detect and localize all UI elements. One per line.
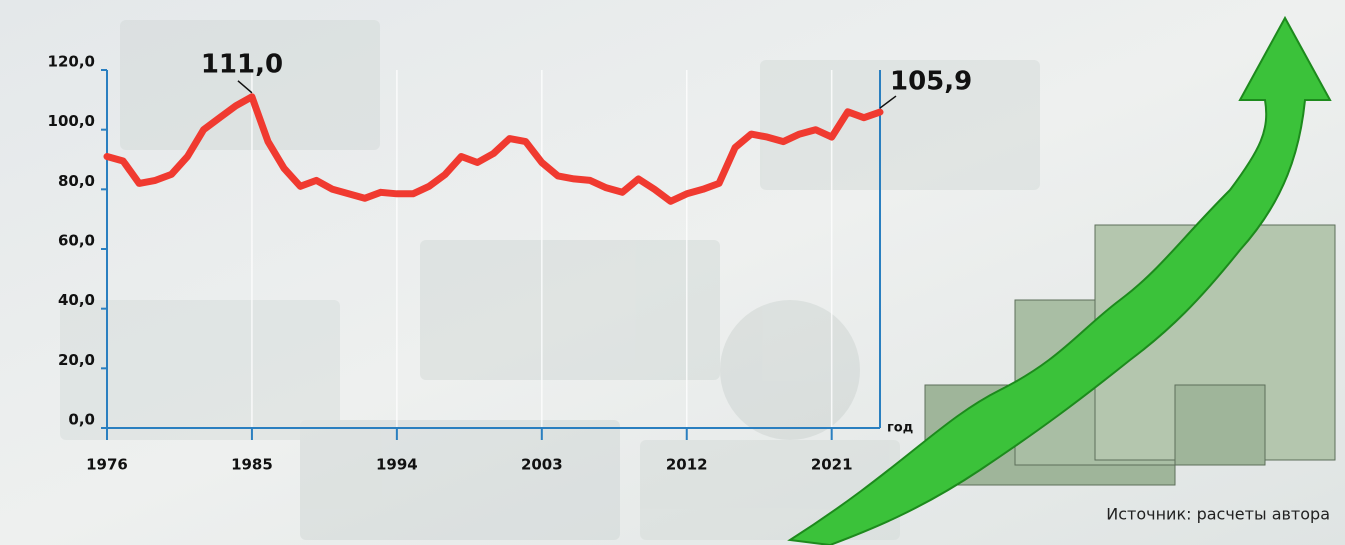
y-tick-label: 20,0 xyxy=(58,351,95,369)
x-tick-label: 2021 xyxy=(811,456,853,474)
y-tick-label: 120,0 xyxy=(48,53,95,71)
value-label: 105,9 xyxy=(890,67,972,97)
x-tick-label: 1985 xyxy=(231,456,273,474)
y-tick-label: 80,0 xyxy=(58,172,95,190)
y-tick-label: 60,0 xyxy=(58,232,95,250)
x-axis-label: год xyxy=(887,421,913,436)
x-tick-label: 1976 xyxy=(86,456,128,474)
source-note: Источник: расчеты автора xyxy=(1106,505,1330,524)
chart: Источник: расчеты автора год 1976 1985 199… xyxy=(0,0,1345,545)
x-tick-label: 1994 xyxy=(376,456,418,474)
value-label: 111,0 xyxy=(201,49,283,79)
y-tick-label: 0,0 xyxy=(68,411,95,429)
x-tick-label: 2012 xyxy=(666,456,708,474)
y-tick-label: 100,0 xyxy=(48,112,95,130)
y-tick-label: 40,0 xyxy=(58,291,95,309)
x-tick-label: 2003 xyxy=(521,456,563,474)
